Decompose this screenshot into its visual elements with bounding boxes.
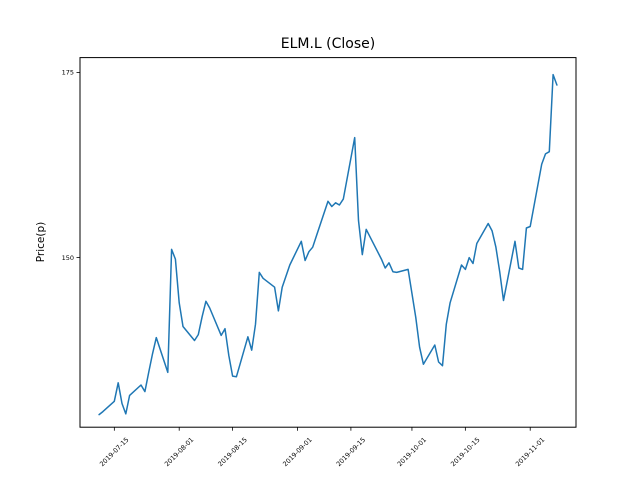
chart-title: ELM.L (Close) — [281, 36, 376, 52]
y-axis-label: Price(p) — [35, 222, 47, 262]
axes-frame — [79, 57, 577, 428]
price-line — [98, 73, 558, 416]
y-tick-label: 175 — [62, 69, 74, 77]
y-tick-label: 150 — [62, 254, 74, 262]
y-axis-ticks: 150 175 — [62, 69, 80, 262]
